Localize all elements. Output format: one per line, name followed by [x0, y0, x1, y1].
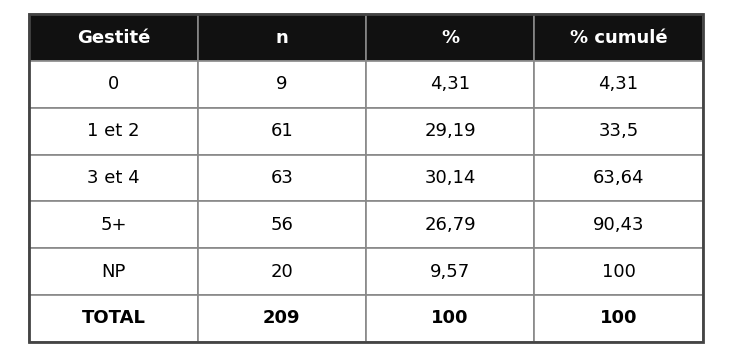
- Text: 3 et 4: 3 et 4: [87, 169, 140, 187]
- Bar: [534, 108, 703, 155]
- Bar: [198, 108, 366, 155]
- Text: 209: 209: [263, 309, 301, 328]
- Text: % cumulé: % cumulé: [569, 28, 668, 47]
- Bar: [366, 295, 534, 342]
- Bar: [366, 155, 534, 201]
- Text: 56: 56: [270, 216, 294, 234]
- Text: 100: 100: [431, 309, 469, 328]
- Bar: [366, 201, 534, 248]
- Bar: [534, 155, 703, 201]
- Text: NP: NP: [101, 263, 126, 281]
- Text: 63: 63: [270, 169, 294, 187]
- Text: 9,57: 9,57: [430, 263, 470, 281]
- Text: 61: 61: [270, 122, 294, 140]
- Text: 20: 20: [270, 263, 294, 281]
- Bar: [198, 61, 366, 108]
- Bar: [29, 61, 198, 108]
- Bar: [366, 248, 534, 295]
- Bar: [198, 295, 366, 342]
- Bar: [29, 295, 198, 342]
- Bar: [29, 248, 198, 295]
- Text: TOTAL: TOTAL: [81, 309, 146, 328]
- Bar: [29, 201, 198, 248]
- Text: 9: 9: [276, 75, 288, 93]
- Bar: [198, 201, 366, 248]
- Text: 30,14: 30,14: [425, 169, 476, 187]
- Text: n: n: [275, 28, 288, 47]
- Bar: [198, 14, 366, 61]
- Bar: [29, 155, 198, 201]
- Text: 26,79: 26,79: [425, 216, 476, 234]
- Text: 5+: 5+: [100, 216, 127, 234]
- Bar: [534, 295, 703, 342]
- Text: 4,31: 4,31: [599, 75, 638, 93]
- Bar: [29, 108, 198, 155]
- Text: 4,31: 4,31: [430, 75, 470, 93]
- Bar: [198, 248, 366, 295]
- Text: 63,64: 63,64: [593, 169, 644, 187]
- Bar: [366, 108, 534, 155]
- Text: Gestité: Gestité: [77, 28, 150, 47]
- Bar: [366, 61, 534, 108]
- Text: 0: 0: [108, 75, 119, 93]
- Text: 100: 100: [602, 263, 635, 281]
- Text: 1 et 2: 1 et 2: [87, 122, 140, 140]
- Text: %: %: [441, 28, 459, 47]
- Bar: [198, 155, 366, 201]
- Text: 100: 100: [600, 309, 638, 328]
- Bar: [534, 201, 703, 248]
- Bar: [534, 14, 703, 61]
- Bar: [29, 14, 198, 61]
- Text: 29,19: 29,19: [425, 122, 476, 140]
- Bar: [366, 14, 534, 61]
- Text: 33,5: 33,5: [599, 122, 638, 140]
- Bar: [534, 61, 703, 108]
- Text: 90,43: 90,43: [593, 216, 644, 234]
- Bar: [534, 248, 703, 295]
